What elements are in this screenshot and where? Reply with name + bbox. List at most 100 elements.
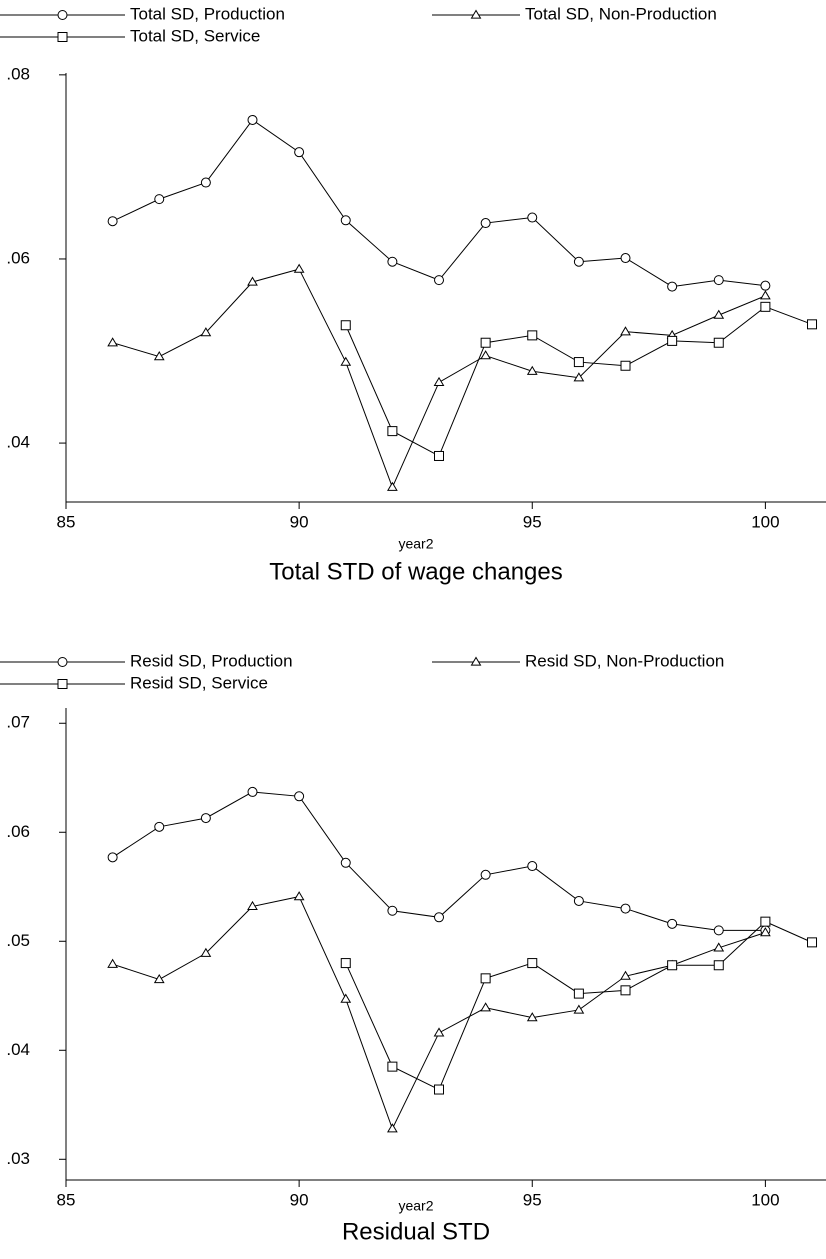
x-tick-label: 95 <box>523 512 542 531</box>
data-point <box>526 365 538 375</box>
data-point <box>573 372 585 382</box>
legend-label: Resid SD, Non-Production <box>525 651 724 670</box>
legend-marker <box>57 657 68 667</box>
data-point <box>713 337 724 348</box>
data-point <box>480 218 491 229</box>
data-point <box>620 985 631 996</box>
data-point <box>713 925 724 936</box>
x-tick-label: 95 <box>523 1190 542 1209</box>
data-point <box>340 215 351 226</box>
y-tick-label: .07 <box>6 713 30 732</box>
data-point <box>433 376 445 386</box>
data-point <box>154 821 165 832</box>
data-point <box>434 1084 445 1095</box>
data-point <box>153 351 165 361</box>
data-point <box>713 942 725 952</box>
legend-marker <box>470 656 482 666</box>
data-point <box>294 791 305 802</box>
y-tick-label: .04 <box>6 1040 30 1059</box>
data-point <box>713 309 725 319</box>
data-point <box>434 275 445 286</box>
data-point <box>387 426 398 437</box>
data-point <box>667 918 678 929</box>
data-point <box>667 281 678 292</box>
y-tick-label: .06 <box>6 822 30 841</box>
x-axis-label: year2 <box>398 536 433 552</box>
x-tick-label: 85 <box>57 1190 76 1209</box>
chart-title: Total STD of wage changes <box>269 558 563 585</box>
data-point <box>387 1123 398 1133</box>
data-point <box>293 263 305 273</box>
data-point <box>340 857 351 868</box>
data-point <box>340 356 352 366</box>
data-point <box>480 973 491 984</box>
data-point <box>573 256 584 267</box>
y-tick-label: .03 <box>6 1149 30 1168</box>
legend-marker <box>57 679 68 689</box>
data-point <box>154 194 165 205</box>
data-point <box>527 330 538 341</box>
y-tick-label: .04 <box>6 433 30 452</box>
data-point <box>200 813 211 824</box>
data-point <box>247 786 258 797</box>
data-point <box>807 937 818 948</box>
data-point <box>294 147 305 158</box>
x-tick-label: 90 <box>290 1190 309 1209</box>
data-point <box>387 1061 398 1072</box>
data-point <box>107 958 118 968</box>
y-tick-label: .06 <box>6 248 30 267</box>
data-point <box>340 320 351 331</box>
data-point <box>247 276 258 286</box>
data-point <box>527 212 538 223</box>
data-point <box>620 360 631 371</box>
data-point <box>340 993 352 1003</box>
legend-label: Total SD, Production <box>130 4 285 23</box>
data-point <box>200 327 212 337</box>
x-axis-label: year2 <box>398 1198 433 1214</box>
legend-label: Resid SD, Production <box>130 651 293 670</box>
legend-marker <box>57 32 68 42</box>
data-point <box>760 927 771 937</box>
series-line <box>112 119 766 288</box>
data-point <box>527 958 538 969</box>
data-point <box>620 253 631 264</box>
data-point <box>153 973 165 984</box>
data-point <box>667 335 678 346</box>
y-tick-label: .05 <box>6 931 30 950</box>
legend-marker <box>470 9 482 19</box>
data-point <box>387 905 398 916</box>
legend-label: Total SD, Service <box>130 26 260 45</box>
data-point <box>107 216 118 227</box>
data-point <box>387 256 398 267</box>
data-point <box>713 960 724 971</box>
data-point <box>480 350 492 360</box>
data-point <box>434 912 445 923</box>
data-point <box>527 861 538 872</box>
data-point <box>200 177 211 188</box>
data-point <box>247 900 258 911</box>
data-point <box>667 960 678 971</box>
data-point <box>620 326 631 336</box>
data-point <box>293 891 305 901</box>
data-point <box>107 337 118 347</box>
data-point <box>573 1004 585 1014</box>
data-point <box>200 947 212 957</box>
legend-label: Total SD, Non-Production <box>525 4 717 23</box>
data-point <box>573 988 584 999</box>
data-point <box>760 301 771 312</box>
data-point <box>573 895 584 906</box>
y-tick-label: .08 <box>6 64 30 83</box>
data-point <box>433 1027 445 1037</box>
data-point <box>620 970 631 980</box>
data-point <box>480 337 491 348</box>
data-point <box>247 114 258 125</box>
x-tick-label: 85 <box>57 512 76 531</box>
data-point <box>760 280 771 291</box>
data-point <box>713 275 724 286</box>
data-point <box>760 916 771 927</box>
data-point <box>480 869 491 880</box>
data-point <box>573 357 584 368</box>
data-point <box>434 450 445 461</box>
data-point <box>340 958 351 969</box>
x-tick-label: 100 <box>751 512 779 531</box>
